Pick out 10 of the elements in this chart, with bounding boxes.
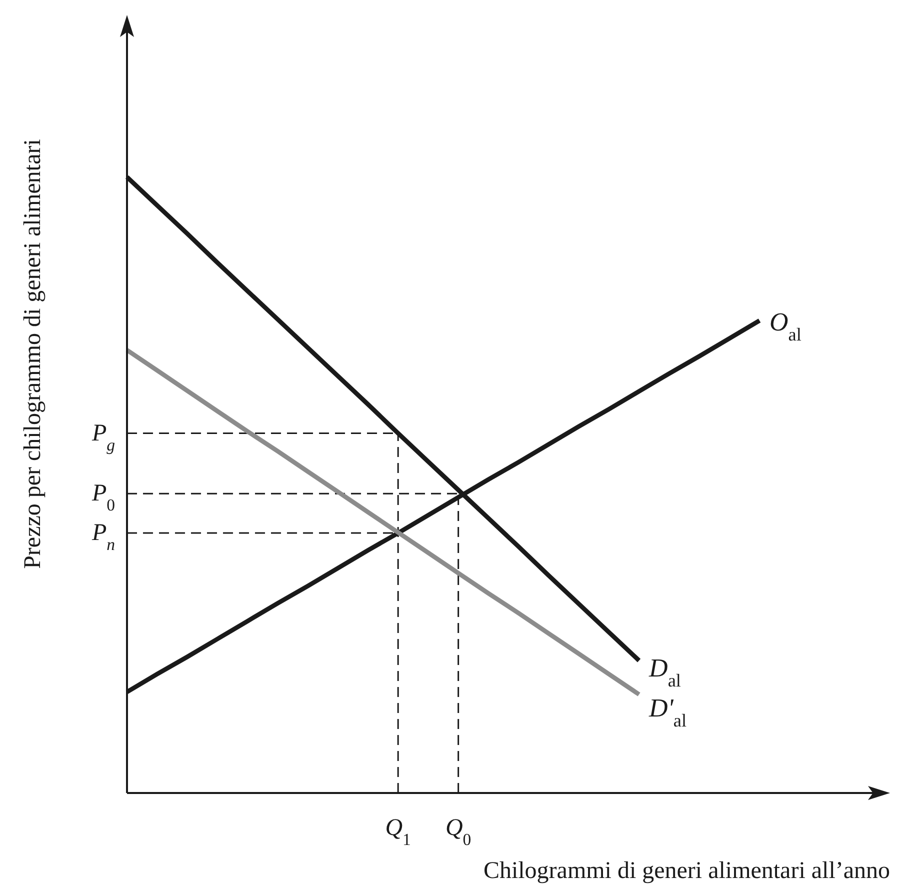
series-label: D$_{al}$	[648, 654, 681, 691]
x-tick-label: Q$_{1}$	[385, 815, 411, 848]
ref-line-label: P$_{g}$	[90, 420, 115, 454]
ref-line-label: P$_{n}$	[90, 520, 115, 554]
x-axis-title: Chilogrammi di generi alimentari all’anno	[483, 858, 890, 884]
series-label: O$_{al}$	[770, 308, 802, 345]
x-tick-label: Q$_{0}$	[445, 815, 472, 848]
series-label: D'$_{al}$	[648, 693, 687, 730]
y-axis-title: Prezzo per chilogrammo di generi alimentari	[20, 138, 46, 569]
ref-line-label: P$_{0}$	[90, 480, 115, 514]
